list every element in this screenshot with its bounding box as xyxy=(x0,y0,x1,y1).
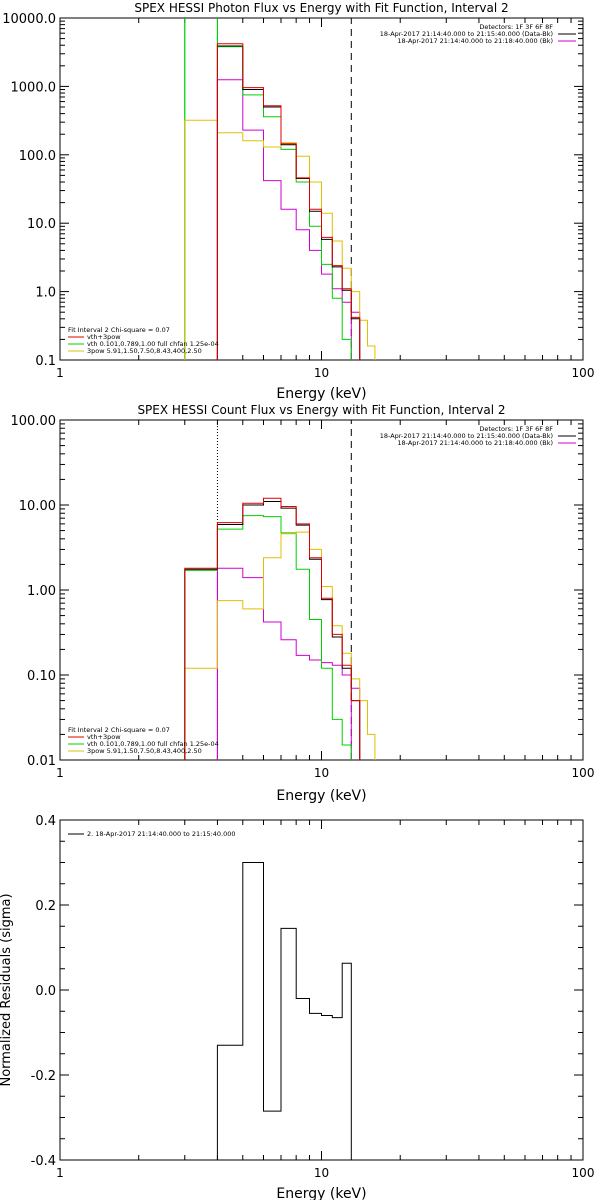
x-axis-label: Energy (keV) xyxy=(276,386,366,402)
series-red-line xyxy=(216,43,361,360)
chart-title: SPEX HESSI Photon Flux vs Energy with Fi… xyxy=(134,1,508,15)
series-black-line xyxy=(216,862,352,1160)
legend-entry: Detectors: 1F 3F 6F 8F xyxy=(479,425,553,433)
legend-entry: Fit Interval 2 Chi-square = 0.07 xyxy=(68,326,170,334)
y-tick-label: 1.0 xyxy=(35,286,56,301)
x-tick-label: 10 xyxy=(314,766,329,780)
legend-entry: 18-Apr-2017 21:14:40.000 to 21:18:40.000… xyxy=(397,37,553,45)
legend-entry: 3pow 5.91,1.50,7.50,8.43,400,2.50 xyxy=(87,747,202,755)
series-magenta-line xyxy=(216,567,361,760)
y-tick-label: 100.00 xyxy=(11,414,57,429)
x-tick-label: 10 xyxy=(314,366,329,380)
x-tick-label: 100 xyxy=(572,366,595,380)
y-tick-label: 1.00 xyxy=(27,584,56,599)
y-tick-label: -0.2 xyxy=(31,1069,56,1084)
legend-entry: 18-Apr-2017 21:14:40.000 to 21:15:40.000… xyxy=(380,432,553,440)
series-magenta-line xyxy=(216,79,361,360)
series-yellow-line xyxy=(184,119,376,360)
y-tick-label: 0.0 xyxy=(35,984,56,999)
y-axis-label: Normalized Residuals (sigma) xyxy=(0,893,14,1086)
x-tick-label: 1 xyxy=(56,766,64,780)
legend-entry: 18-Apr-2017 21:14:40.000 to 21:15:40.000… xyxy=(380,30,553,38)
x-axis-label: Energy (keV) xyxy=(276,1186,366,1200)
x-tick-label: 1 xyxy=(56,366,64,380)
x-tick-label: 10 xyxy=(314,1166,329,1180)
series-red-line xyxy=(184,497,361,760)
chart-title: SPEX HESSI Count Flux vs Energy with Fit… xyxy=(137,403,505,417)
legend-entry: Detectors: 1F 3F 6F 8F xyxy=(479,23,553,31)
legend-entry: Fit Interval 2 Chi-square = 0.07 xyxy=(68,726,170,734)
x-tick-label: 1 xyxy=(56,1166,64,1180)
x-tick-label: 100 xyxy=(572,766,595,780)
y-tick-label: -0.4 xyxy=(31,1154,56,1169)
legend-entry: vth 0.101,0.789,1.00 full chfan 1.25e-04 xyxy=(87,340,219,348)
series-green-line xyxy=(184,18,352,360)
legend-entry: vth 0.101,0.789,1.00 full chfan 1.25e-04 xyxy=(87,740,219,748)
y-tick-label: 0.4 xyxy=(35,814,56,829)
series-black-line xyxy=(216,45,361,360)
legend-entry: 3pow 5.91,1.50,7.50,8.43,400,2.50 xyxy=(87,347,202,355)
y-tick-label: 0.01 xyxy=(27,754,56,769)
legend-entry: 18-Apr-2017 21:14:40.000 to 21:18:40.000… xyxy=(397,439,553,447)
x-axis-label: Energy (keV) xyxy=(276,788,366,804)
residuals-panel: 1 10 100 -0.4 -0.2 0.0 0.2 0.4 Energy (keV) Norma… xyxy=(0,814,594,1200)
y-tick-label: 10.00 xyxy=(19,499,56,514)
y-tick-label: 0.2 xyxy=(35,899,56,914)
legend-entry: vth+3pow xyxy=(87,333,121,341)
y-tick-label: 100.0 xyxy=(19,149,56,164)
y-tick-label: 10000.0 xyxy=(2,12,56,27)
y-tick-label: 1000.0 xyxy=(11,80,57,95)
legend-entry: vth+3pow xyxy=(87,733,121,741)
legend-entry: 2. 18-Apr-2017 21:14:40.000 to 21:15:40.… xyxy=(87,830,236,838)
y-tick-label: 0.10 xyxy=(27,669,56,684)
y-tick-label: 10.0 xyxy=(27,217,56,232)
plot-frame xyxy=(59,819,584,1161)
y-tick-label: 0.1 xyxy=(35,354,56,369)
x-tick-label: 100 xyxy=(572,1166,595,1180)
photon-flux-panel: SPEX HESSI Photon Flux vs Energy with Fi… xyxy=(2,1,595,402)
count-flux-panel: SPEX HESSI Count Flux vs Energy with Fit… xyxy=(11,403,595,804)
